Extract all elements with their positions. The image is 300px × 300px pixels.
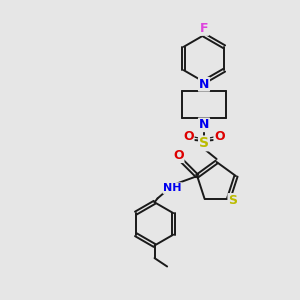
Text: O: O (173, 149, 184, 162)
Text: O: O (183, 130, 194, 143)
Text: NH: NH (163, 183, 182, 193)
Text: N: N (199, 78, 209, 91)
Text: O: O (214, 130, 225, 143)
Text: N: N (199, 118, 209, 131)
Text: F: F (200, 22, 208, 35)
Text: S: S (199, 136, 209, 150)
Text: S: S (228, 194, 237, 207)
